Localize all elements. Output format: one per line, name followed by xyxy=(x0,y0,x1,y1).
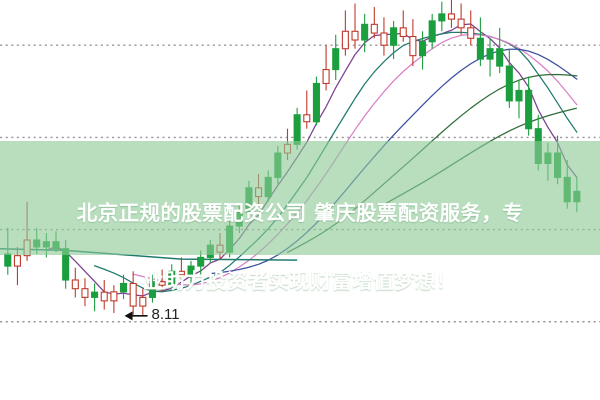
candle-body xyxy=(573,190,581,203)
candle-body xyxy=(110,291,118,302)
candle-body xyxy=(226,225,234,253)
candle-body xyxy=(129,282,137,307)
candle-body xyxy=(303,114,311,123)
candle-body xyxy=(544,152,552,165)
candle-body xyxy=(23,239,31,257)
candle-body xyxy=(13,255,21,267)
ma-20 xyxy=(132,33,578,286)
candle-body xyxy=(197,256,205,267)
candle-body xyxy=(496,48,504,67)
candle-body xyxy=(100,291,108,302)
candle-body xyxy=(563,176,571,203)
candle-body xyxy=(168,270,176,286)
candle-body xyxy=(380,32,388,46)
candle-body xyxy=(534,128,542,165)
candle-body xyxy=(486,48,494,60)
candle-body xyxy=(438,13,446,22)
candle-body xyxy=(554,152,562,178)
candle-body xyxy=(91,291,99,298)
candle-body xyxy=(332,48,340,71)
candle-body xyxy=(52,241,60,250)
candle-body xyxy=(361,23,369,41)
candle-body xyxy=(33,239,41,248)
candle-body xyxy=(322,69,330,85)
price-marker-arrow xyxy=(124,311,148,321)
candle-body xyxy=(409,35,417,57)
candle-body xyxy=(62,248,70,281)
candle-body xyxy=(351,30,359,41)
candle-body xyxy=(255,187,263,198)
candle-body xyxy=(293,114,301,145)
candle-body xyxy=(245,187,253,213)
candle-body xyxy=(312,82,320,123)
candle-body xyxy=(418,41,427,57)
ma-60 xyxy=(209,48,578,275)
support-line xyxy=(0,247,298,261)
candle-body xyxy=(505,65,513,102)
candle-body xyxy=(283,143,292,154)
candlestick-series xyxy=(4,0,581,317)
candle-body xyxy=(177,270,185,276)
candle-body xyxy=(139,296,147,307)
candle-body xyxy=(428,20,436,43)
candle-body xyxy=(274,152,282,178)
candle-body xyxy=(148,281,157,298)
candle-body xyxy=(216,244,224,253)
candle-body xyxy=(390,27,398,46)
candle-body xyxy=(71,279,79,290)
candle-body xyxy=(341,30,349,50)
candle-body xyxy=(476,37,484,60)
candle-body xyxy=(158,281,166,286)
candle-body xyxy=(525,89,533,130)
annotation-arrow-head xyxy=(124,311,133,321)
ma-30 xyxy=(286,73,578,253)
candle-body xyxy=(457,18,465,29)
candle-body xyxy=(81,288,89,298)
candle-body xyxy=(119,282,128,293)
candle-body xyxy=(42,241,50,248)
candle-body xyxy=(370,23,378,34)
candle-body xyxy=(467,27,475,39)
candle-body xyxy=(447,13,456,20)
candle-body xyxy=(206,244,214,258)
candle-body xyxy=(515,89,523,102)
candle-body xyxy=(235,211,243,227)
candle-body xyxy=(399,27,407,38)
candle-body xyxy=(4,253,12,267)
candle-body xyxy=(264,176,272,198)
candle-body xyxy=(187,265,195,276)
